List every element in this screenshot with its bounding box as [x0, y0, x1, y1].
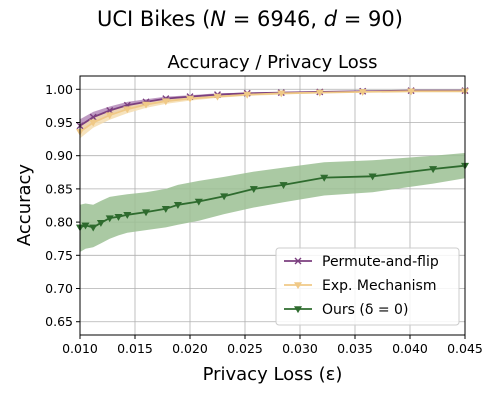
- series-0: [80, 89, 465, 133]
- series-1: [80, 90, 465, 139]
- y-axis-label: Accuracy: [14, 164, 35, 247]
- legend-box: [275, 247, 460, 326]
- data-point: [173, 202, 182, 209]
- ticks: 0.010 0.015 0.020 0.025 0.030 0.035 0.040 0.045…: [45, 82, 483, 356]
- legend: Permute-and-flip Exp. Mechanism Ours (δ = …: [275, 247, 460, 326]
- data-point: [89, 119, 98, 127]
- y-tick-label: 0.65: [45, 314, 73, 329]
- series-2: [80, 153, 465, 252]
- legend-item: Permute-and-flip: [284, 254, 439, 270]
- data-point: [220, 193, 229, 201]
- axes-frame: [79, 75, 466, 336]
- data-point: [368, 173, 377, 181]
- series-line: [79, 90, 465, 133]
- data-point: [279, 182, 288, 190]
- confidence-band: [80, 153, 465, 252]
- data-point: [315, 89, 324, 97]
- data-point: [161, 98, 170, 106]
- x-tick-label: 0.025: [227, 341, 263, 356]
- data-point: [213, 93, 222, 101]
- plot-area: 0.010 0.015 0.020 0.025 0.030 0.035 0.040 0.045…: [45, 75, 483, 356]
- x-tick-label: 0.035: [337, 341, 373, 356]
- legend-item: Exp. Mechanism: [284, 278, 436, 294]
- data-point: [123, 106, 132, 114]
- figure-suptitle: UCI Bikes (N = 6946, d = 90): [97, 7, 403, 31]
- x-tick-label: 0.020: [172, 341, 208, 356]
- x-tick-label: 0.040: [392, 341, 428, 356]
- x-tick-label: 0.045: [447, 341, 483, 356]
- data-point: [407, 88, 416, 96]
- y-tick-label: 0.70: [45, 281, 73, 296]
- y-tick-label: 1.00: [45, 82, 73, 97]
- series-line-group-2: [75, 162, 470, 232]
- legend-marker: [294, 257, 302, 265]
- y-tick-label: 0.80: [45, 215, 73, 230]
- legend-label: Exp. Mechanism: [322, 278, 436, 294]
- x-tick-label: 0.015: [117, 341, 153, 356]
- data-point: [114, 213, 123, 221]
- data-point: [105, 215, 114, 223]
- y-tick-label: 0.90: [45, 148, 73, 163]
- data-point: [194, 198, 203, 206]
- data-point: [81, 222, 90, 230]
- legend-marker: [293, 282, 303, 290]
- confidence-band: [80, 89, 465, 133]
- data-point: [429, 166, 438, 174]
- data-point: [185, 95, 195, 103]
- data-point: [277, 90, 286, 98]
- chart-title: Accuracy / Privacy Loss: [167, 52, 377, 73]
- data-point: [249, 186, 258, 193]
- x-axis-label: Privacy Loss (ε): [203, 364, 343, 385]
- legend-label: Permute-and-flip: [322, 254, 439, 270]
- data-point: [89, 113, 97, 121]
- data-point: [141, 209, 151, 217]
- data-point: [89, 224, 98, 232]
- legend-label: Ours (δ = 0): [322, 302, 408, 318]
- data-point: [243, 91, 252, 99]
- data-point: [141, 101, 151, 109]
- data-point: [320, 174, 329, 182]
- data-point: [161, 206, 170, 213]
- data-point: [358, 89, 367, 97]
- x-tick-label: 0.030: [282, 341, 318, 356]
- legend-marker: [293, 306, 303, 314]
- y-tick-label: 0.75: [45, 248, 73, 263]
- legend-item: Ours (δ = 0): [284, 302, 408, 318]
- confidence-band: [80, 90, 465, 139]
- y-tick-label: 0.95: [45, 115, 73, 130]
- data-point: [123, 211, 132, 219]
- data-point: [96, 219, 105, 227]
- x-tick-label: 0.010: [62, 341, 98, 356]
- y-tick-label: 0.85: [45, 181, 73, 196]
- data-point: [105, 112, 114, 120]
